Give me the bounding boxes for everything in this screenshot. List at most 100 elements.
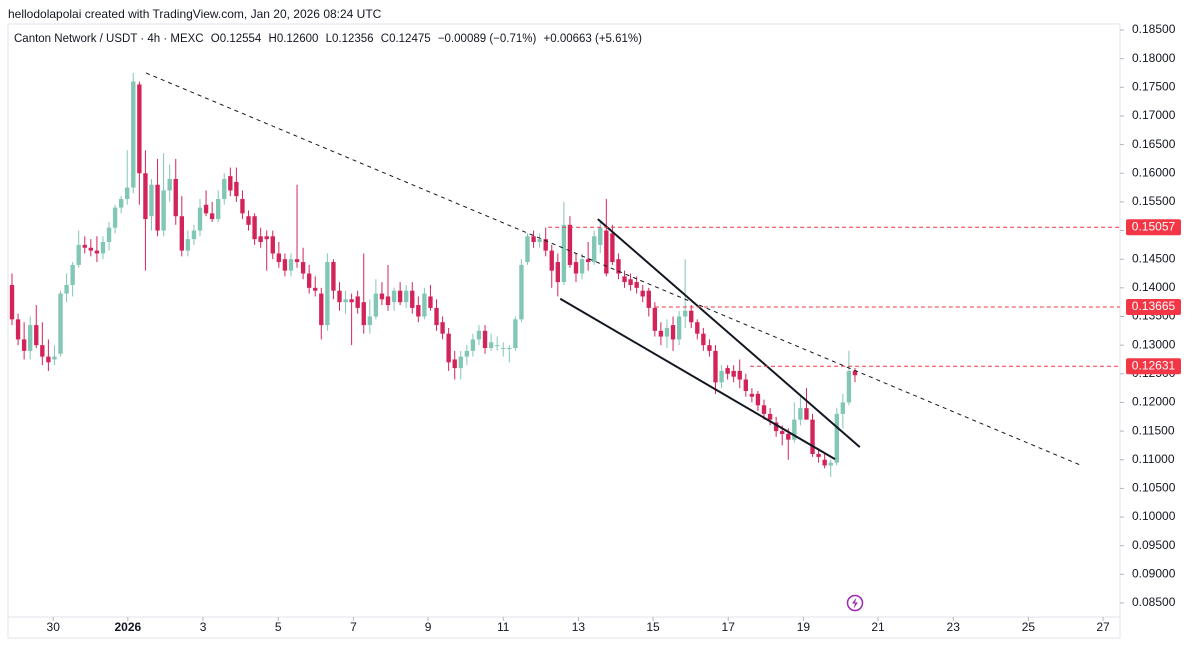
- candle-body: [592, 236, 597, 263]
- candle-body: [288, 259, 294, 271]
- candle-body: [446, 333, 451, 363]
- candle-body: [676, 316, 682, 340]
- candle-body: [416, 305, 421, 317]
- candle-body: [622, 276, 627, 283]
- y-tick-label: 0.18500: [1132, 22, 1176, 36]
- candle-body: [798, 408, 803, 420]
- candle-body: [689, 310, 694, 323]
- candle-body: [52, 356, 57, 360]
- price-level-tag: [1126, 219, 1181, 236]
- candle-body: [810, 419, 815, 455]
- y-tick-label: 0.17000: [1132, 108, 1176, 122]
- candle-body: [361, 302, 366, 326]
- legend-close: C0.12475: [381, 33, 431, 45]
- candle-body: [464, 350, 470, 357]
- candle-body: [191, 230, 197, 240]
- candle-body: [313, 287, 318, 291]
- candle-body: [731, 370, 736, 377]
- candle-body: [155, 184, 160, 231]
- candle-body: [137, 84, 142, 174]
- x-tick-label: 25: [1022, 620, 1036, 634]
- candle-body: [404, 290, 409, 303]
- candle-body: [488, 342, 494, 349]
- candle-body: [131, 81, 136, 188]
- candle-body: [397, 290, 403, 303]
- candle-body: [276, 253, 282, 263]
- candle-body: [840, 402, 846, 414]
- y-tick-label: 0.11500: [1132, 423, 1175, 437]
- candle-body: [482, 330, 488, 349]
- candle-body: [701, 333, 706, 346]
- candle-body: [804, 408, 809, 420]
- candle-body: [519, 264, 524, 320]
- candle-body: [349, 299, 354, 303]
- x-tick-label: 17: [722, 620, 736, 634]
- candle-body: [306, 273, 312, 288]
- candle-body: [822, 459, 827, 466]
- event-icon[interactable]: [846, 594, 864, 612]
- y-tick-label: 0.16000: [1132, 165, 1176, 179]
- candle-body: [646, 290, 651, 308]
- candle-body: [21, 339, 27, 351]
- candle-body: [112, 207, 118, 228]
- x-tick-label: 9: [425, 620, 432, 634]
- price-level-label: 0.13665: [1132, 299, 1176, 313]
- candle-body: [125, 187, 130, 200]
- y-tick-label: 0.14500: [1132, 251, 1176, 265]
- candle-body: [786, 433, 791, 440]
- candle-body: [501, 348, 506, 350]
- candle-body: [143, 173, 148, 220]
- candle-body: [216, 199, 221, 220]
- candle-body: [767, 413, 773, 420]
- candle-body: [319, 293, 324, 326]
- x-tick-label: 27: [1096, 620, 1110, 634]
- y-tick-label: 0.09500: [1132, 538, 1176, 552]
- y-tick-label: 0.18000: [1132, 51, 1176, 65]
- candle-body: [743, 379, 748, 391]
- candle-body: [240, 199, 245, 214]
- candle-body: [222, 178, 227, 200]
- candle-body: [270, 236, 275, 254]
- candle-body: [846, 370, 852, 403]
- candle-body: [70, 264, 75, 285]
- y-tick-label: 0.10500: [1132, 481, 1176, 495]
- candle-body: [719, 370, 724, 383]
- candle-body: [28, 325, 33, 351]
- candle-body: [282, 259, 288, 271]
- candle-body: [422, 293, 427, 317]
- legend-low: L0.12356: [326, 33, 374, 45]
- x-tick-label: 19: [797, 620, 811, 634]
- candle-body: [513, 319, 518, 349]
- price-level-label: 0.15057: [1132, 219, 1176, 233]
- candle-body: [707, 345, 712, 351]
- candle-body: [634, 282, 639, 288]
- trend-line: [145, 72, 1081, 466]
- candle-body: [567, 224, 573, 265]
- candle-body: [792, 419, 797, 440]
- price-level-tag: [1126, 299, 1181, 316]
- candle-body: [440, 322, 445, 334]
- candle-body: [852, 370, 858, 376]
- candle-body: [15, 319, 21, 340]
- y-tick-label: 0.12000: [1132, 395, 1176, 409]
- event-icon-bolt[interactable]: [852, 597, 858, 609]
- candle-body: [118, 199, 124, 208]
- candle-body: [355, 296, 360, 308]
- candle-body: [64, 284, 69, 294]
- candle-body: [640, 290, 645, 297]
- candle-body: [755, 393, 761, 406]
- candle-body: [725, 368, 730, 374]
- y-tick-label: 0.16500: [1132, 137, 1176, 151]
- candle-body: [573, 262, 579, 274]
- legend-open: O0.12554: [211, 33, 262, 45]
- y-tick-label: 0.17500: [1132, 79, 1176, 93]
- candle-body: [507, 348, 512, 350]
- y-tick-label: 0.08500: [1132, 595, 1176, 609]
- candle-body: [737, 370, 742, 380]
- candle-body: [76, 244, 81, 265]
- candle-body: [106, 227, 112, 243]
- candle-body: [391, 290, 397, 303]
- x-tick-label: 3: [200, 620, 207, 634]
- x-tick-label: 30: [47, 620, 61, 634]
